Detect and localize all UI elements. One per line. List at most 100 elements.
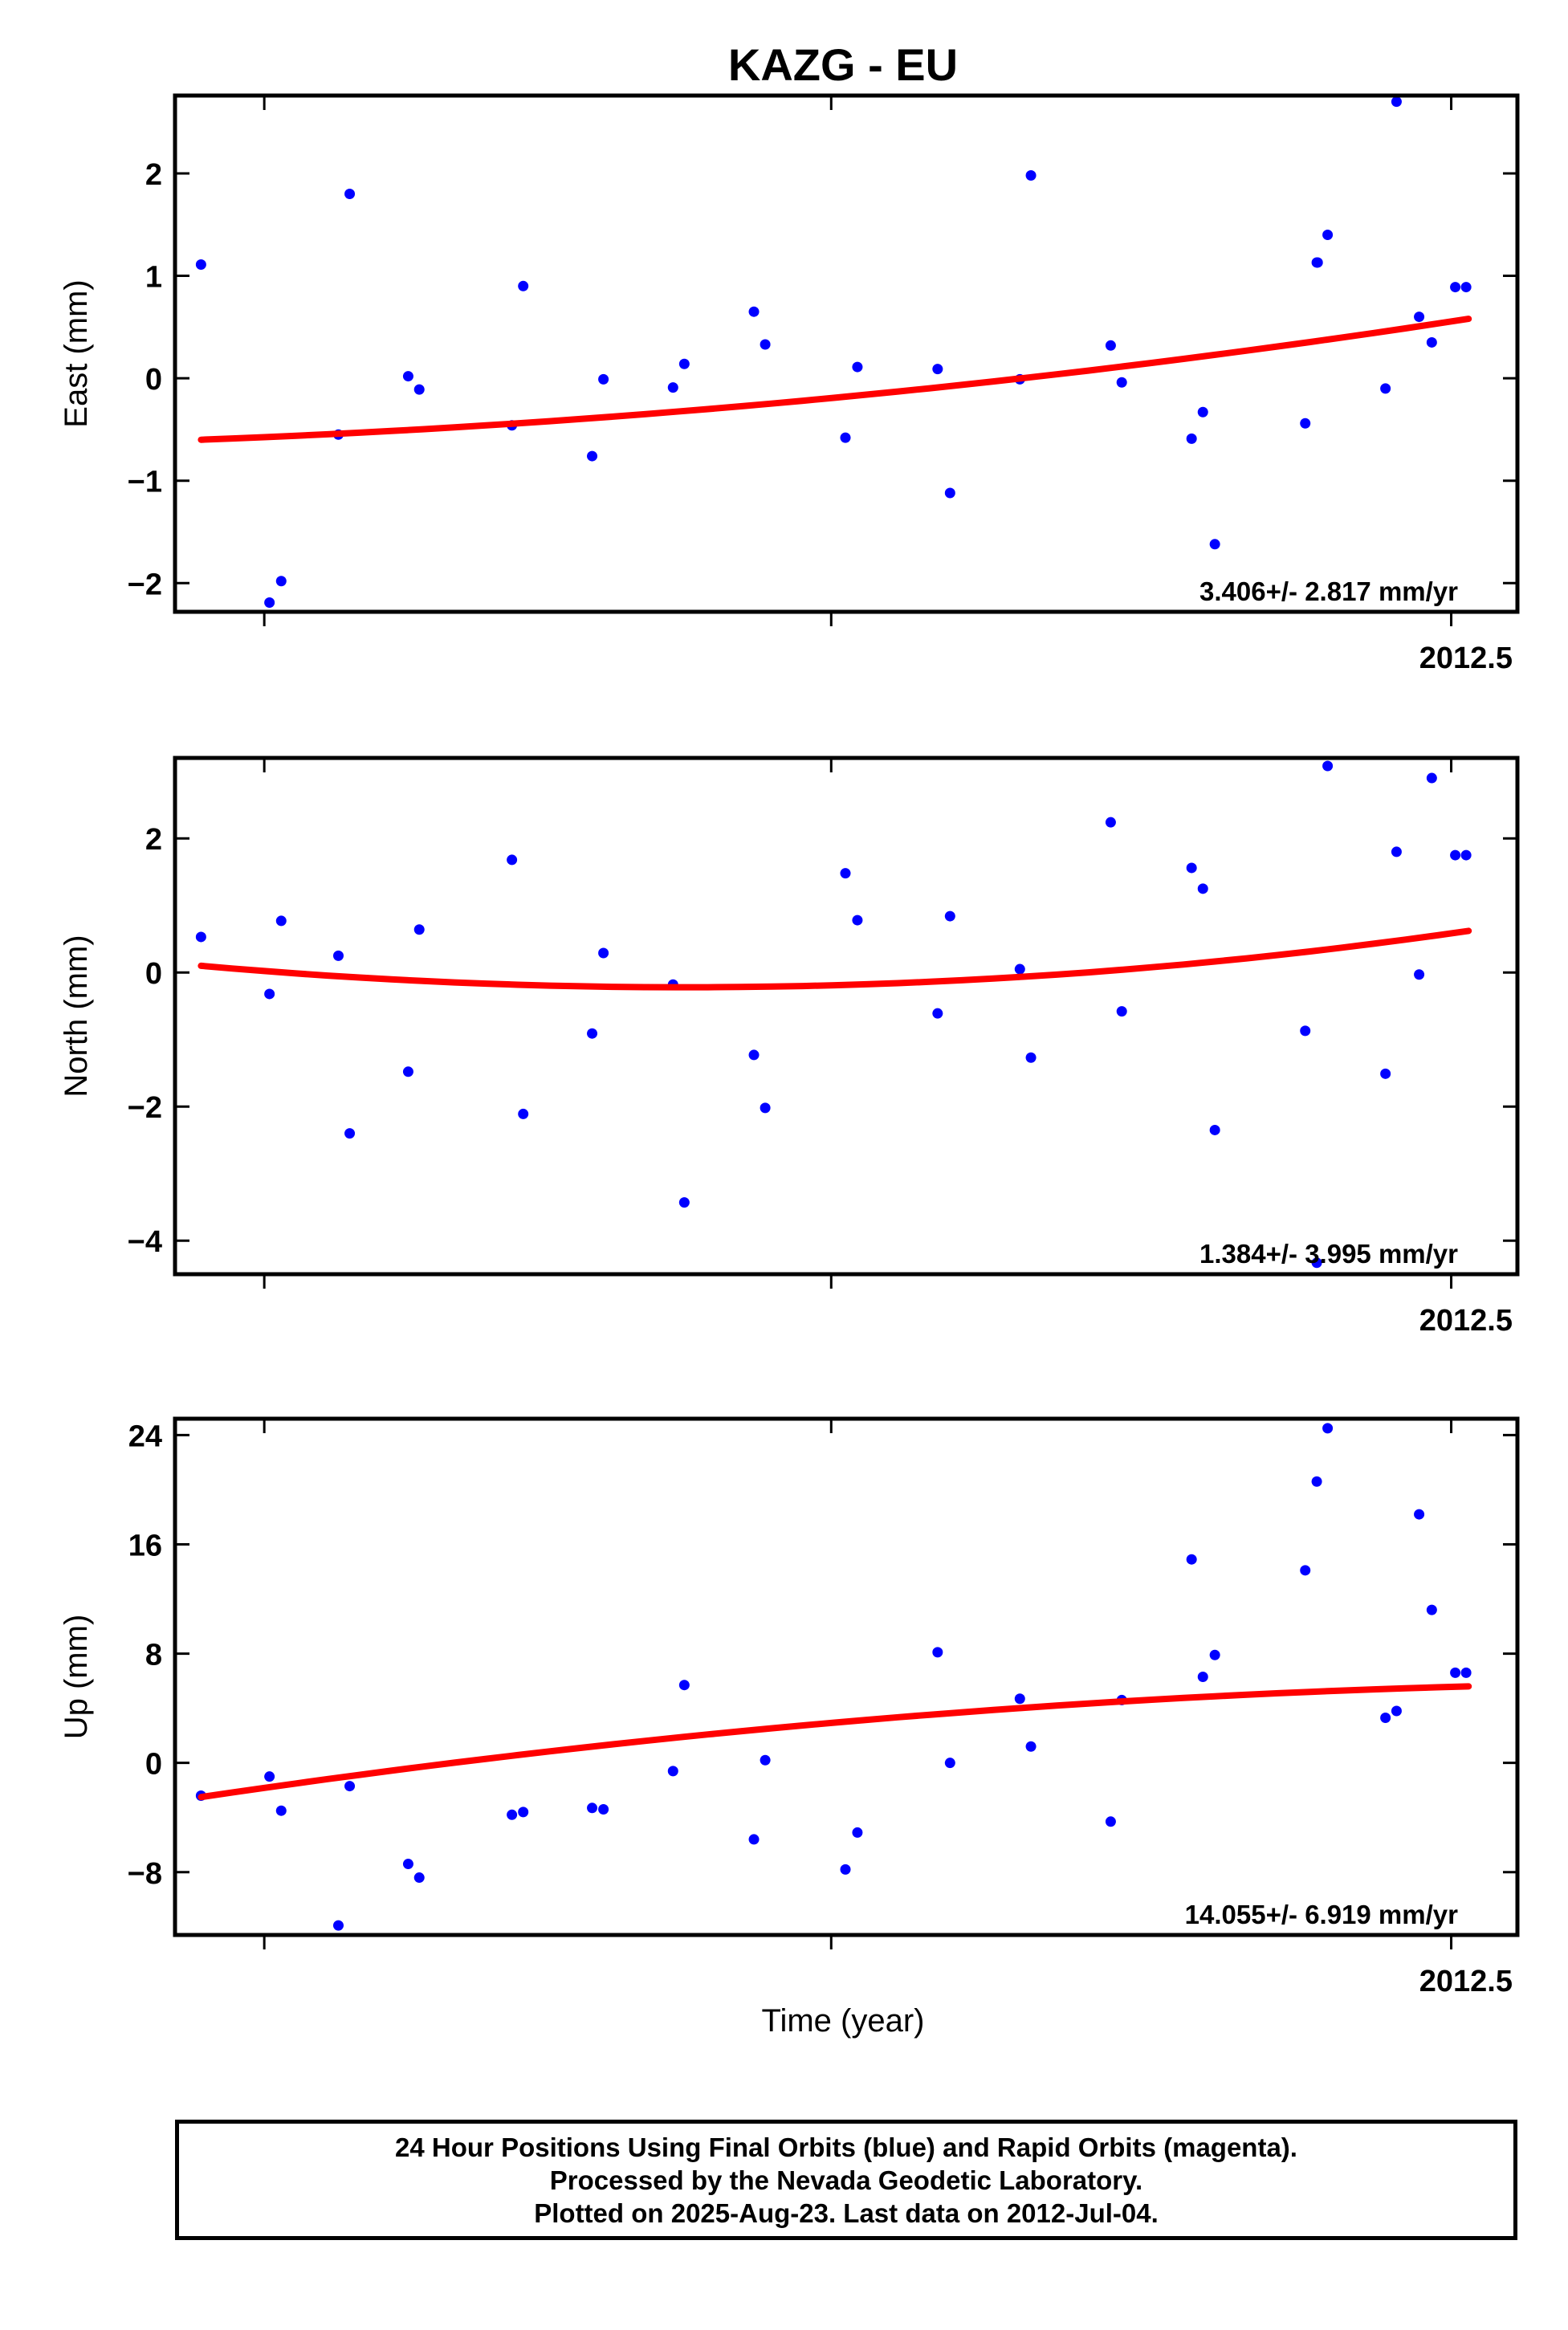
east-data-point bbox=[1322, 230, 1334, 241]
east-data-point bbox=[1312, 257, 1323, 268]
east-xtick-label: 2012.5 bbox=[1419, 642, 1513, 675]
north-data-point bbox=[1116, 1006, 1127, 1017]
up-y-axis-label: Up (mm) bbox=[59, 1615, 94, 1740]
up-data-point bbox=[1391, 1705, 1402, 1717]
up-data-point bbox=[1186, 1554, 1197, 1565]
up-data-point bbox=[760, 1754, 771, 1766]
up-ytick-label: 8 bbox=[145, 1639, 162, 1672]
north-data-point bbox=[678, 1197, 690, 1208]
up-trend-line bbox=[198, 1683, 1472, 1801]
east-data-point bbox=[598, 373, 609, 385]
up-data-point bbox=[748, 1834, 760, 1845]
up-data-point bbox=[1197, 1672, 1208, 1682]
east-data-point bbox=[518, 280, 529, 291]
east-ytick-label: −2 bbox=[128, 568, 162, 601]
east-data-point bbox=[1426, 336, 1437, 348]
north-data-point bbox=[507, 854, 518, 866]
north-ytick-label: −2 bbox=[128, 1091, 162, 1125]
east-data-point bbox=[275, 576, 287, 587]
north-xtick-label: 2012.5 bbox=[1419, 1304, 1513, 1338]
east-ytick-label: 2 bbox=[145, 158, 162, 192]
east-panel-frame bbox=[173, 93, 1520, 614]
east-data-point bbox=[1197, 406, 1208, 418]
north-data-point bbox=[1322, 760, 1334, 772]
east-trend-line bbox=[198, 316, 1472, 443]
up-data-point bbox=[598, 1804, 609, 1815]
east-data-point bbox=[1391, 96, 1402, 108]
figure-title: KAZG - EU bbox=[728, 39, 958, 90]
north-y-axis-label: North (mm) bbox=[59, 935, 94, 1097]
up-data-point bbox=[1311, 1476, 1322, 1487]
north-data-point bbox=[840, 868, 851, 879]
north-data-point bbox=[264, 988, 275, 1000]
footer-line-processor: Processed by the Nevada Geodetic Laborat… bbox=[549, 2165, 1143, 2195]
up-ytick-label: 16 bbox=[128, 1529, 162, 1562]
north-data-point bbox=[1105, 817, 1116, 828]
up-data-point bbox=[344, 1781, 356, 1792]
east-data-point bbox=[587, 450, 598, 462]
east-data-point bbox=[852, 361, 863, 373]
north-data-point bbox=[1380, 1068, 1391, 1079]
east-data-point bbox=[678, 358, 690, 369]
east-data-point bbox=[1300, 418, 1311, 429]
up-ytick-label: −8 bbox=[128, 1857, 162, 1891]
north-trend-line bbox=[198, 927, 1472, 991]
east-y-axis-label: East (mm) bbox=[59, 279, 94, 427]
up-data-point bbox=[332, 1920, 344, 1931]
north-ytick-label: −4 bbox=[128, 1225, 162, 1259]
east-velocity-label: 3.406+/- 2.817 mm/yr bbox=[1199, 576, 1458, 606]
up-data-point bbox=[1414, 1509, 1425, 1520]
north-data-point bbox=[587, 1028, 598, 1039]
up-data-point bbox=[944, 1758, 955, 1769]
up-velocity-label: 14.055+/- 6.919 mm/yr bbox=[1185, 1900, 1458, 1929]
north-data-point bbox=[1014, 963, 1025, 975]
up-data-point bbox=[275, 1805, 287, 1816]
up-data-point bbox=[507, 1809, 518, 1820]
east-data-point bbox=[1380, 383, 1391, 394]
up-data-point bbox=[932, 1647, 943, 1658]
x-axis-label: Time (year) bbox=[762, 2003, 925, 2039]
east-data-point bbox=[1186, 433, 1197, 444]
up-xtick-label: 2012.5 bbox=[1419, 1965, 1513, 1998]
up-data-point bbox=[1300, 1565, 1311, 1576]
up-data-point bbox=[1105, 1816, 1116, 1827]
north-data-point bbox=[1197, 883, 1208, 894]
east-ytick-label: −1 bbox=[128, 466, 162, 499]
up-data-point bbox=[1380, 1713, 1391, 1724]
processing-info-box: 24 Hour Positions Using Final Orbits (bl… bbox=[175, 2120, 1517, 2240]
north-data-point bbox=[852, 914, 863, 926]
up-data-point bbox=[678, 1680, 690, 1691]
east-data-point bbox=[667, 382, 678, 393]
north-velocity-label: 1.384+/- 3.995 mm/yr bbox=[1199, 1239, 1458, 1269]
east-data-point bbox=[1105, 340, 1116, 351]
up-data-point bbox=[1426, 1604, 1437, 1615]
up-data-point bbox=[852, 1827, 863, 1838]
up-ytick-label: 0 bbox=[145, 1748, 162, 1782]
east-data-point bbox=[840, 432, 851, 443]
north-data-point bbox=[402, 1066, 413, 1077]
north-data-point bbox=[760, 1102, 771, 1114]
up-data-point bbox=[840, 1864, 851, 1875]
east-data-point bbox=[1025, 170, 1037, 181]
east-data-point bbox=[1460, 282, 1472, 293]
up-ytick-label: 24 bbox=[128, 1420, 162, 1453]
up-data-point bbox=[1014, 1693, 1025, 1705]
east-ytick-label: 1 bbox=[145, 261, 162, 295]
north-data-point bbox=[932, 1008, 943, 1019]
east-data-point bbox=[195, 259, 206, 271]
north-data-point bbox=[1300, 1025, 1311, 1037]
east-data-point bbox=[264, 597, 275, 609]
up-data-point bbox=[667, 1766, 678, 1777]
north-data-point bbox=[1426, 772, 1437, 784]
up-panel-frame bbox=[173, 1416, 1520, 1937]
north-data-point bbox=[1186, 862, 1197, 874]
up-data-point bbox=[413, 1872, 425, 1884]
up-data-point bbox=[1460, 1667, 1472, 1678]
east-ytick-label: 0 bbox=[145, 363, 162, 397]
up-data-point bbox=[1025, 1741, 1037, 1752]
north-data-point bbox=[195, 931, 206, 943]
north-data-point bbox=[598, 947, 609, 959]
east-data-point bbox=[1450, 282, 1461, 293]
north-data-point bbox=[332, 950, 344, 961]
footer-line-dates: Plotted on 2025-Aug-23. Last data on 201… bbox=[534, 2198, 1159, 2228]
